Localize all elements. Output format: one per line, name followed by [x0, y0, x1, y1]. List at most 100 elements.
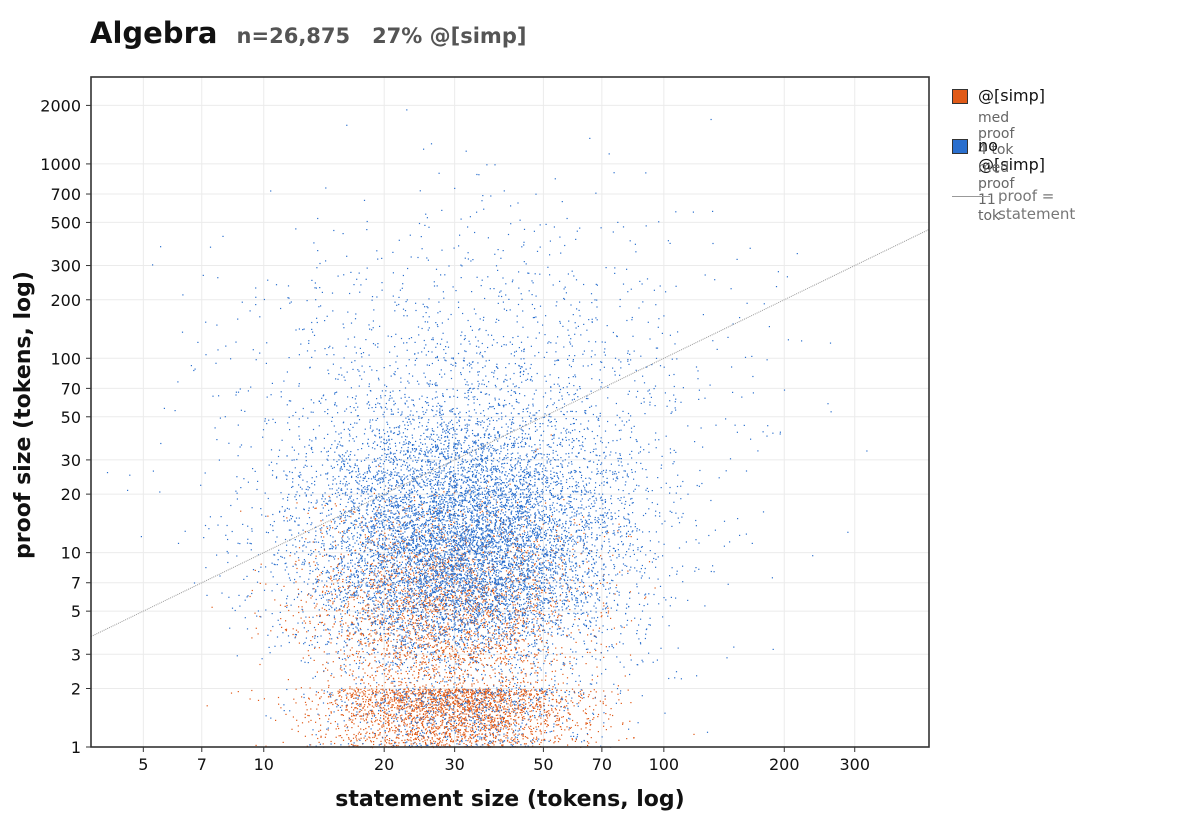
data-point — [390, 618, 393, 620]
data-point — [449, 736, 451, 738]
data-point — [387, 696, 389, 698]
data-point — [405, 692, 407, 694]
data-point — [589, 651, 591, 654]
data-point — [324, 736, 326, 738]
data-point — [364, 693, 366, 695]
data-point — [365, 701, 367, 703]
data-point — [325, 715, 327, 717]
data-point — [367, 700, 370, 703]
data-point — [319, 698, 321, 700]
data-point — [419, 740, 421, 742]
data-point — [442, 607, 444, 609]
data-point — [447, 728, 449, 730]
data-point — [588, 567, 590, 569]
data-point — [237, 691, 239, 693]
data-point — [493, 589, 495, 591]
data-point — [416, 714, 418, 716]
data-point — [489, 732, 491, 734]
data-point — [259, 663, 261, 666]
data-point — [391, 704, 393, 706]
data-point — [434, 675, 436, 677]
data-point — [419, 531, 421, 533]
data-point — [429, 631, 431, 634]
data-point — [458, 717, 460, 720]
data-point — [397, 693, 399, 695]
data-point — [431, 706, 433, 708]
data-point — [405, 670, 407, 673]
data-point — [255, 744, 257, 746]
data-point — [485, 643, 487, 645]
data-point — [463, 718, 465, 720]
data-point — [505, 685, 507, 687]
data-point — [416, 556, 418, 558]
data-point — [557, 724, 559, 726]
data-point — [356, 703, 359, 705]
data-point — [511, 708, 514, 710]
data-point — [315, 555, 317, 557]
data-point — [369, 676, 371, 678]
data-point — [406, 611, 408, 613]
data-point — [439, 626, 441, 628]
data-point — [405, 559, 407, 561]
data-point — [289, 555, 291, 557]
data-point — [551, 626, 553, 628]
data-point — [435, 726, 437, 728]
data-point — [583, 516, 585, 518]
data-point — [427, 636, 429, 638]
data-point — [440, 715, 442, 717]
data-point — [360, 620, 363, 623]
data-point — [518, 565, 520, 567]
data-point — [426, 704, 428, 706]
data-point — [395, 730, 397, 732]
data-point — [428, 737, 430, 739]
data-point — [386, 556, 388, 558]
data-point — [497, 706, 499, 708]
data-point — [308, 562, 310, 564]
data-point — [470, 696, 473, 698]
data-point — [500, 717, 502, 719]
data-point — [469, 729, 472, 731]
data-point — [411, 704, 413, 706]
data-point — [589, 724, 591, 726]
data-point — [518, 687, 520, 689]
data-point — [385, 693, 387, 696]
data-point — [537, 661, 539, 664]
data-point — [477, 694, 479, 696]
data-point — [381, 725, 383, 727]
data-point — [466, 567, 468, 569]
data-point — [449, 732, 451, 735]
data-point — [464, 733, 466, 735]
data-point — [428, 678, 431, 680]
data-point — [501, 699, 503, 702]
data-point — [361, 709, 363, 711]
data-point — [338, 695, 340, 697]
data-point — [384, 695, 386, 697]
data-point — [476, 711, 478, 713]
data-point — [569, 568, 571, 571]
data-point — [529, 690, 532, 692]
data-point — [413, 700, 415, 702]
data-point — [409, 733, 411, 735]
data-point — [432, 668, 434, 670]
data-point — [558, 702, 560, 704]
data-point — [464, 699, 466, 701]
data-point — [366, 525, 368, 527]
data-point — [413, 572, 415, 574]
data-point — [292, 615, 294, 617]
data-point — [400, 731, 402, 733]
data-point — [433, 569, 435, 571]
data-point — [501, 724, 503, 727]
data-point — [375, 604, 377, 606]
data-point — [369, 662, 371, 664]
data-point — [536, 672, 538, 674]
data-point — [388, 671, 390, 673]
data-point — [524, 700, 526, 702]
data-point — [414, 733, 416, 735]
data-point — [495, 727, 497, 729]
data-point — [413, 684, 415, 686]
data-point — [406, 730, 409, 732]
data-point — [380, 639, 382, 641]
data-point — [522, 717, 524, 720]
data-point — [456, 613, 458, 615]
data-point — [406, 723, 408, 725]
